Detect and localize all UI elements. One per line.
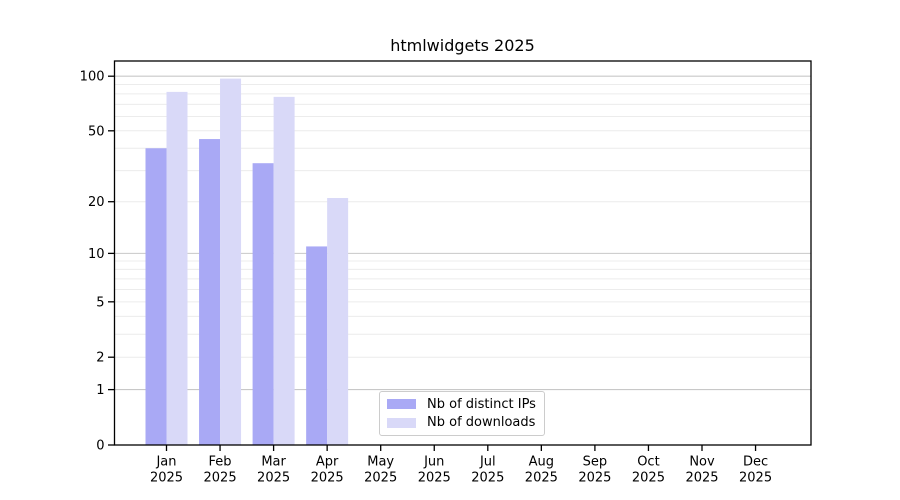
x-tick-label-year: 2025 bbox=[685, 471, 718, 486]
x-tick-label-month: Nov bbox=[689, 455, 715, 470]
x-tick-label-month: Jul bbox=[479, 455, 496, 470]
y-tick-label: 10 bbox=[88, 247, 105, 262]
legend-item-distinct-ips: Nb of distinct IPs bbox=[387, 397, 537, 412]
x-tick-label-year: 2025 bbox=[204, 471, 237, 486]
bar-distinct-ips-feb bbox=[199, 139, 221, 446]
bar-distinct-ips-mar bbox=[252, 163, 274, 445]
x-tick-label-year: 2025 bbox=[418, 471, 451, 486]
x-tick-label-month: Apr bbox=[316, 455, 339, 470]
y-tick-label: 5 bbox=[96, 295, 104, 310]
y-tick-label: 2 bbox=[96, 351, 104, 366]
x-tick-label-year: 2025 bbox=[525, 471, 558, 486]
bar-downloads-mar bbox=[273, 96, 295, 446]
x-tick-label-month: Feb bbox=[209, 455, 232, 470]
x-tick-label-year: 2025 bbox=[471, 471, 504, 486]
x-tick-label-year: 2025 bbox=[578, 471, 611, 486]
bar-downloads-feb bbox=[220, 78, 242, 445]
x-tick-label-month: Mar bbox=[261, 455, 286, 470]
x-tick-label-month: Oct bbox=[637, 455, 659, 470]
x-tick-label-year: 2025 bbox=[632, 471, 665, 486]
legend: Nb of distinct IPs Nb of downloads bbox=[379, 391, 545, 436]
x-tick-label-month: Dec bbox=[743, 455, 768, 470]
x-tick-label-month: Aug bbox=[529, 455, 554, 470]
x-tick-label-month: Sep bbox=[583, 455, 608, 470]
bar-downloads-jan bbox=[166, 91, 188, 445]
legend-swatch-distinct-ips bbox=[387, 399, 416, 410]
legend-swatch-downloads bbox=[387, 417, 416, 428]
y-tick-label: 50 bbox=[88, 124, 105, 139]
legend-item-downloads: Nb of downloads bbox=[387, 415, 537, 430]
bar-downloads-apr bbox=[327, 197, 349, 445]
y-tick-label: 0 bbox=[96, 439, 104, 454]
chart-title: htmlwidgets 2025 bbox=[390, 36, 535, 55]
y-tick-label: 100 bbox=[80, 70, 105, 85]
legend-label-distinct-ips: Nb of distinct IPs bbox=[427, 396, 536, 412]
x-tick-label-year: 2025 bbox=[150, 471, 183, 486]
bar-distinct-ips-jan bbox=[145, 148, 167, 445]
x-tick-label-month: Jan bbox=[155, 455, 176, 470]
x-tick-label-year: 2025 bbox=[257, 471, 290, 486]
y-tick-label: 1 bbox=[96, 383, 104, 398]
x-tick-label-month: Jun bbox=[423, 455, 444, 470]
bar-distinct-ips-apr bbox=[306, 246, 328, 445]
x-tick-label-year: 2025 bbox=[311, 471, 344, 486]
x-tick-label-month: May bbox=[367, 455, 394, 470]
x-tick-label-year: 2025 bbox=[364, 471, 397, 486]
x-tick-label-year: 2025 bbox=[739, 471, 772, 486]
legend-label-downloads: Nb of downloads bbox=[427, 415, 536, 431]
y-tick-label: 20 bbox=[88, 195, 105, 210]
